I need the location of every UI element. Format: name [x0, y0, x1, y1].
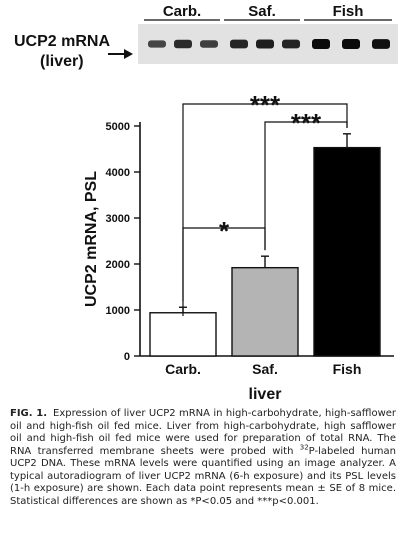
caption-label: FIG. 1. — [10, 408, 48, 419]
bar-carb — [149, 312, 217, 357]
blot-band — [282, 39, 300, 49]
arrow-right-icon — [108, 49, 133, 59]
blot-bands — [148, 39, 390, 49]
blot-band — [312, 39, 330, 49]
y-axis-title: UCP2 mRNA, PSL — [83, 171, 100, 307]
blot-band — [342, 39, 360, 49]
blot-label-line1: UCP2 mRNA — [14, 33, 110, 50]
blot-band — [256, 39, 274, 49]
blot-group-labels: Carb. Saf. Fish — [144, 3, 392, 21]
y-tick-label: 4000 — [106, 167, 130, 179]
significance-bracket — [182, 103, 348, 316]
y-ticks: 0 1000 2000 3000 4000 5000 — [106, 121, 140, 363]
caption-superscript: 32 — [299, 443, 309, 452]
figure-caption: FIG. 1. Expression of liver UCP2 mRNA in … — [10, 408, 396, 508]
blot-group-label-fish: Fish — [333, 3, 364, 20]
significance-brackets: ******* — [182, 90, 348, 316]
significance-label: *** — [291, 108, 322, 138]
significance-label: * — [219, 216, 230, 246]
blot-band — [148, 40, 166, 48]
bar-saf — [231, 266, 299, 357]
y-tick-label: 0 — [124, 351, 130, 363]
blot-group-label-saf: Saf. — [248, 3, 276, 20]
y-tick-label: 3000 — [106, 213, 130, 225]
x-tick-label: Carb. — [165, 361, 201, 377]
y-tick-label: 2000 — [106, 259, 130, 271]
blot-band — [230, 39, 248, 49]
blot-band — [174, 39, 192, 49]
blot-band — [372, 39, 390, 49]
x-tick-label: Saf. — [252, 361, 278, 377]
y-tick-label: 1000 — [106, 305, 130, 317]
bars — [149, 146, 381, 357]
blot-band — [200, 40, 218, 48]
bar-fish — [313, 146, 381, 357]
y-tick-label: 5000 — [106, 121, 130, 133]
blot-label-line2: (liver) — [40, 53, 84, 70]
significance-label: *** — [250, 90, 281, 120]
x-tick-label: Fish — [333, 361, 362, 377]
figure-graphic: UCP2 mRNA (liver) Carb. Saf. Fish 0 1000 2… — [14, 3, 398, 403]
caption-text-part2: P-labeled human UCP2 DNA. These mRNA lev… — [10, 445, 396, 507]
x-tick-labels: Carb. Saf. Fish — [165, 361, 361, 377]
blot-group-label-carb: Carb. — [163, 3, 201, 20]
caption-text-part1: Expression of liver UCP2 mRNA in high-ca… — [10, 408, 397, 457]
x-axis-title: liver — [249, 386, 282, 403]
